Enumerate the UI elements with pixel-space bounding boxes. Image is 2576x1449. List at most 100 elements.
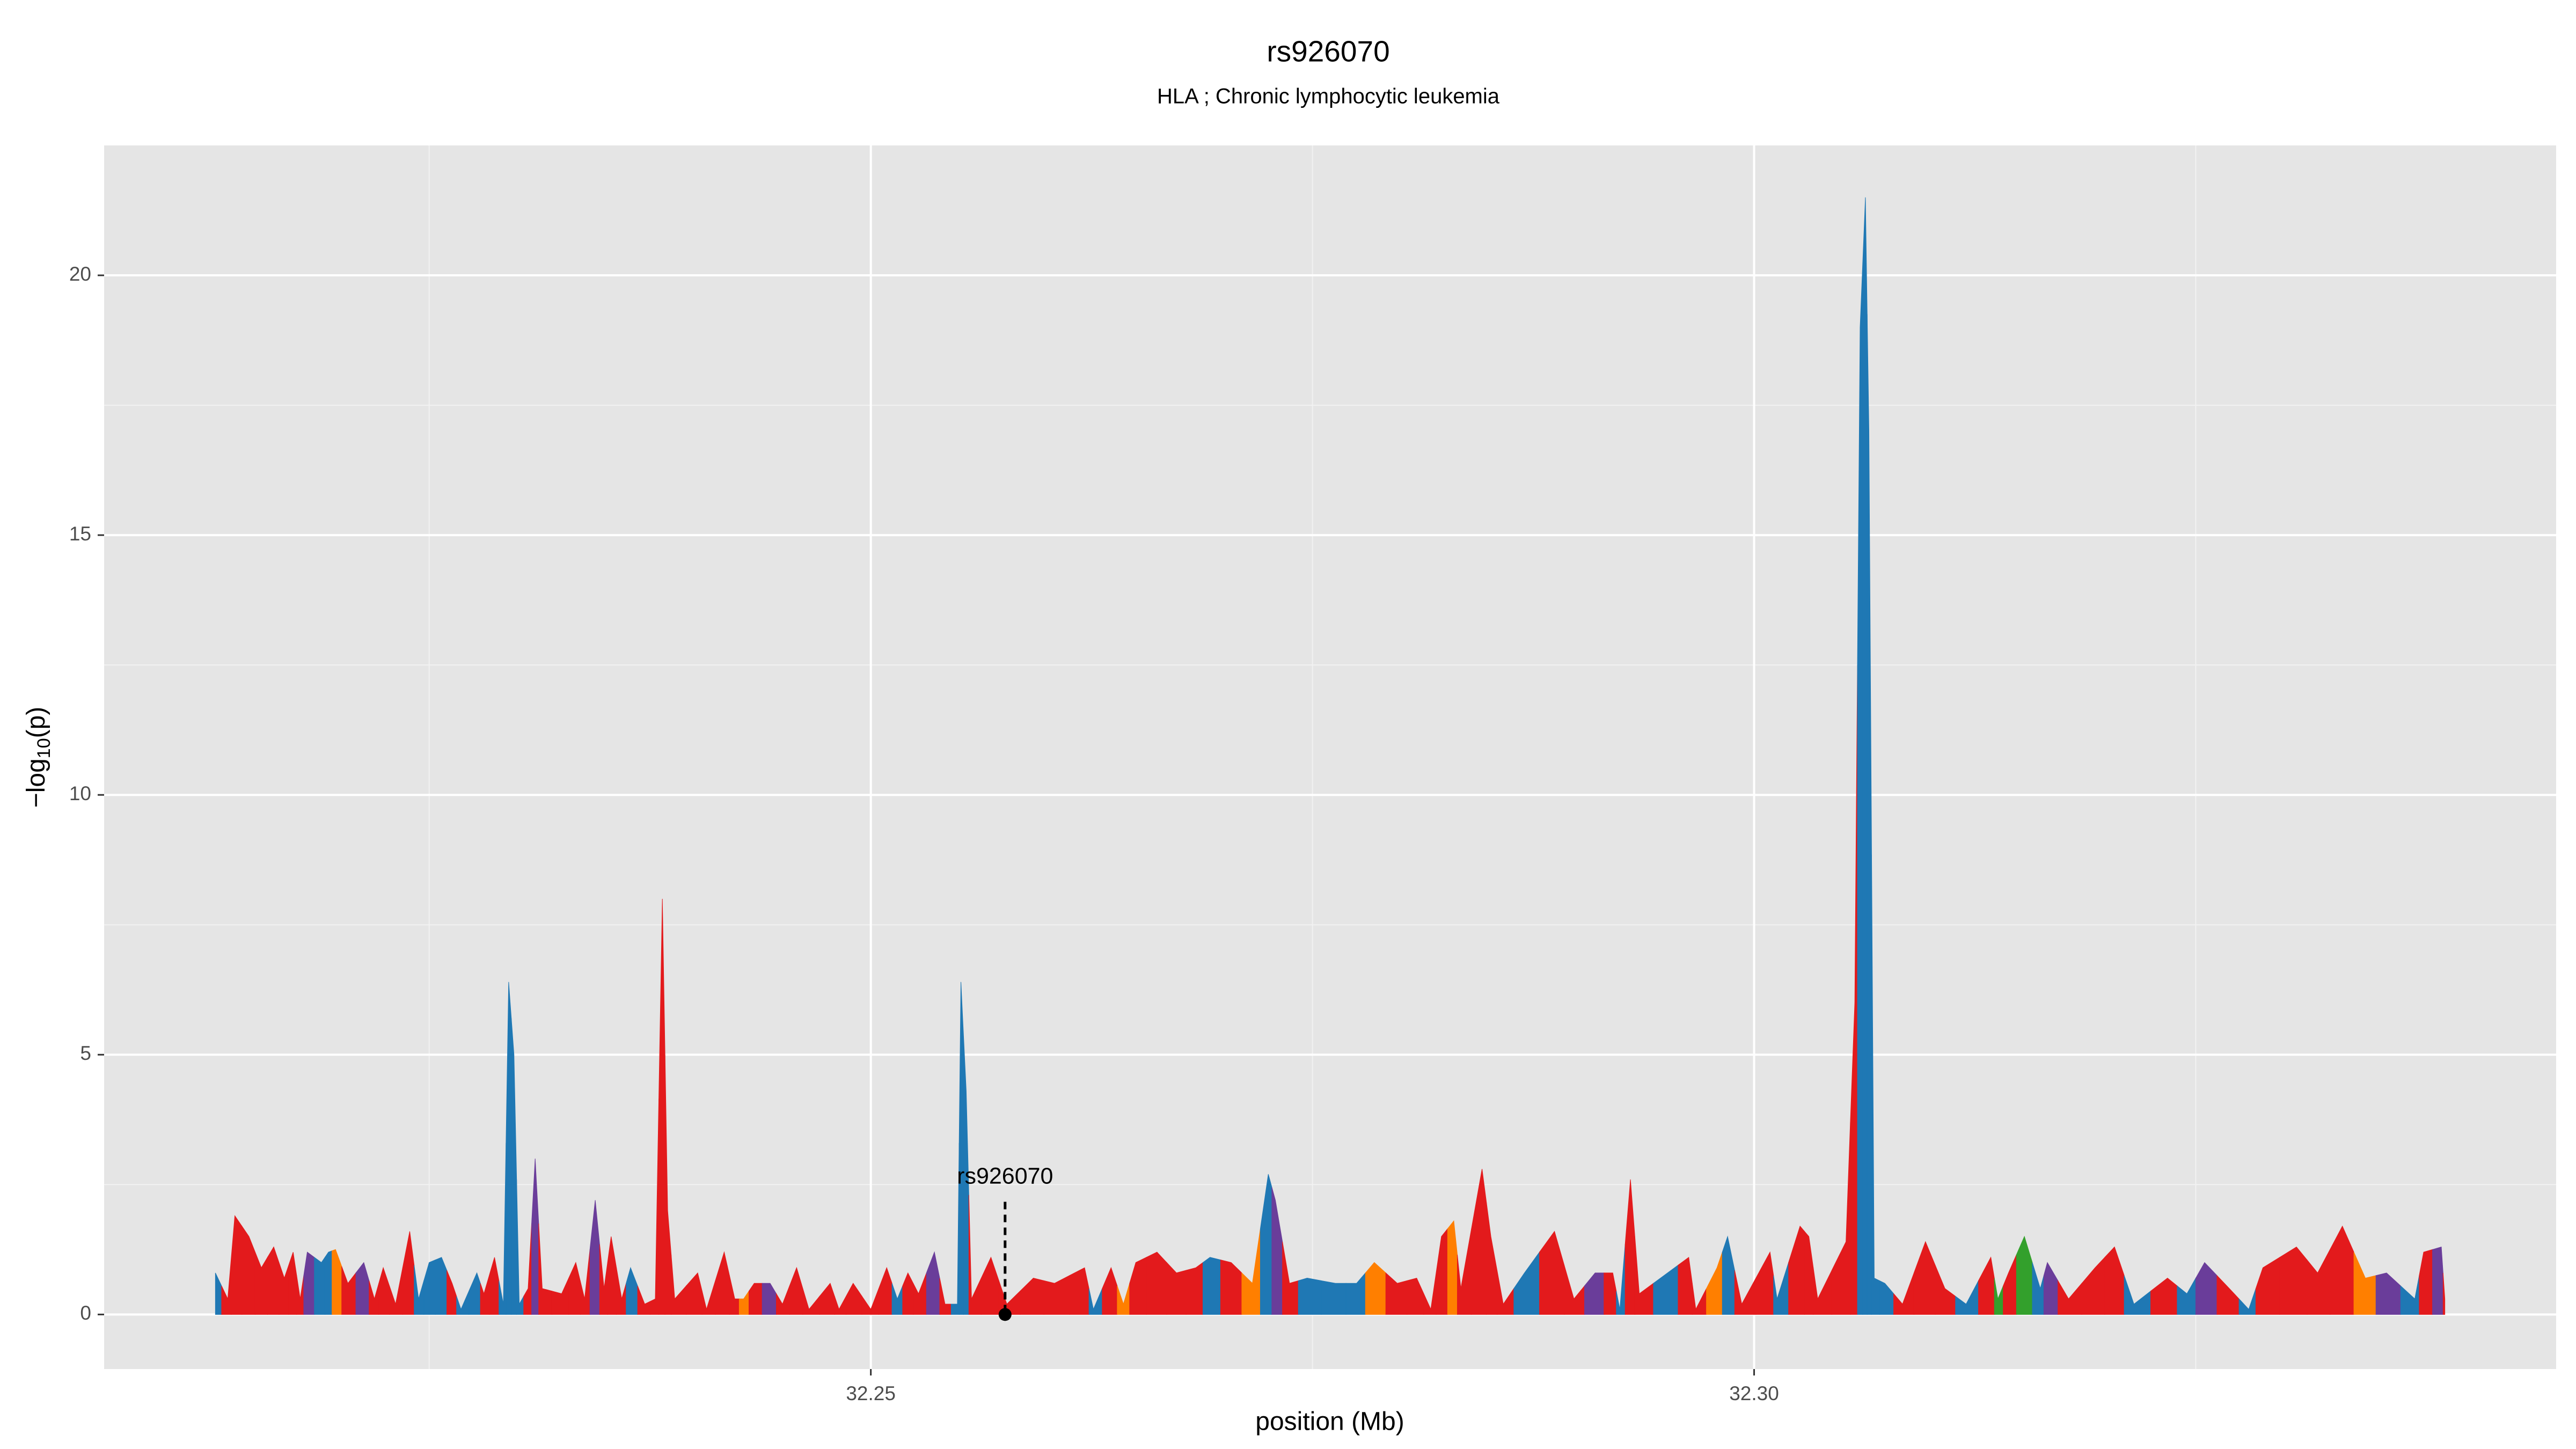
area-segment (1862, 197, 1868, 1315)
area-segment (1385, 1272, 1408, 1315)
area-segment (423, 1259, 436, 1315)
area-segment (2353, 1252, 2376, 1315)
area-segment (332, 1249, 342, 1315)
area-segment (2016, 1235, 2033, 1315)
x-tick-label: 32.30 (1729, 1382, 1779, 1404)
area-segment (637, 1285, 650, 1315)
area-segment (878, 1267, 892, 1315)
area-segment (341, 1266, 356, 1315)
area-fill (215, 197, 2446, 1315)
area-segment (355, 1262, 370, 1315)
area-segment (599, 1244, 608, 1315)
area-segment (776, 1285, 790, 1315)
area-segment (1624, 1179, 1635, 1315)
area-segment (1088, 1288, 1103, 1315)
area-segment (913, 1272, 927, 1315)
area-segment (1850, 665, 1858, 1315)
area-segment (2032, 1262, 2044, 1315)
area-segment (1913, 1241, 1936, 1315)
area-segment (607, 1236, 617, 1315)
area-segment (1486, 1203, 1498, 1315)
area-segment (538, 1223, 552, 1315)
annotation-point (998, 1308, 1012, 1321)
area-segment (1043, 1275, 1070, 1315)
area-segment (1871, 854, 1880, 1315)
area-segment (1497, 1270, 1514, 1315)
area-segment (1857, 262, 1863, 1315)
area-segment (241, 1225, 255, 1315)
area-segment (950, 1143, 960, 1315)
area-segment (2432, 1246, 2443, 1315)
area-segment (551, 1278, 569, 1315)
area-segment (1407, 1277, 1424, 1315)
area-segment (1345, 1272, 1366, 1315)
area-segment (303, 1252, 315, 1315)
y-tick-label: 0 (80, 1302, 91, 1324)
area-segment (435, 1257, 448, 1315)
y-tick-label: 20 (69, 263, 91, 285)
area-segment (1365, 1262, 1386, 1315)
area-segment (296, 1275, 304, 1315)
area-segment (1706, 1252, 1723, 1315)
area-segment (523, 1223, 532, 1315)
area-segment (1321, 1280, 1346, 1315)
area-segment (1584, 1272, 1605, 1315)
area-segment (314, 1256, 325, 1315)
area-segment (1202, 1257, 1221, 1315)
area-segment (2003, 1254, 2017, 1315)
annotation-label: rs926070 (957, 1163, 1053, 1189)
area-segment (1893, 1272, 1914, 1315)
area-segment (664, 1055, 672, 1315)
y-tick-label: 5 (80, 1042, 91, 1064)
annotation: rs926070 (957, 1163, 1053, 1321)
area-segment (279, 1262, 289, 1315)
area-segment (2177, 1277, 2196, 1315)
y-axis-title-subscript: 10 (34, 738, 54, 758)
area-segment (499, 1143, 507, 1315)
area-segment (738, 1290, 750, 1315)
area-segment (2150, 1277, 2178, 1315)
axes: 32.25 32.30 0 5 10 15 20 (69, 263, 1779, 1404)
area-segment (729, 1275, 740, 1315)
area-segment (626, 1267, 638, 1315)
chart-subtitle: HLA ; Chronic lymphocytic leukemia (1157, 85, 1500, 108)
area-segment (402, 1231, 415, 1315)
area-segment (1447, 1220, 1458, 1315)
area-segment (1692, 1283, 1707, 1315)
area-segment (958, 982, 964, 1315)
area-segment (834, 1296, 847, 1315)
area-segment (1271, 1187, 1283, 1315)
area-segment (2330, 1225, 2354, 1315)
area-segment (1471, 1169, 1487, 1315)
area-segment (2419, 1249, 2433, 1315)
area-segment (2124, 1275, 2151, 1315)
area-segment (1220, 1260, 1242, 1315)
area-segment (221, 1257, 232, 1315)
area-segment (802, 1288, 820, 1315)
y-tick-label: 10 (69, 782, 91, 804)
area-segment (616, 1268, 627, 1315)
area-segment (456, 1291, 470, 1315)
area-segment (2195, 1262, 2218, 1315)
area-segment (568, 1262, 581, 1315)
area-segment (489, 1257, 500, 1315)
area-segment (1020, 1278, 1044, 1315)
area-segment (715, 1251, 730, 1315)
area-segment (671, 1254, 687, 1315)
area-segment (902, 1272, 914, 1315)
area-segment (658, 898, 665, 1315)
area-segment (2255, 1256, 2280, 1315)
area-segment (1634, 1236, 1654, 1315)
area-segment (649, 1099, 660, 1315)
area-segment (891, 1283, 903, 1315)
y-axis-title-part: −log (22, 758, 50, 808)
area-segment (2043, 1262, 2059, 1315)
area-segment (414, 1265, 425, 1315)
area-segment (846, 1283, 862, 1315)
area-segment (1804, 1231, 1814, 1315)
area-segment (1616, 1244, 1626, 1315)
area-segment (1994, 1278, 2004, 1315)
area-segment (2104, 1246, 2125, 1315)
